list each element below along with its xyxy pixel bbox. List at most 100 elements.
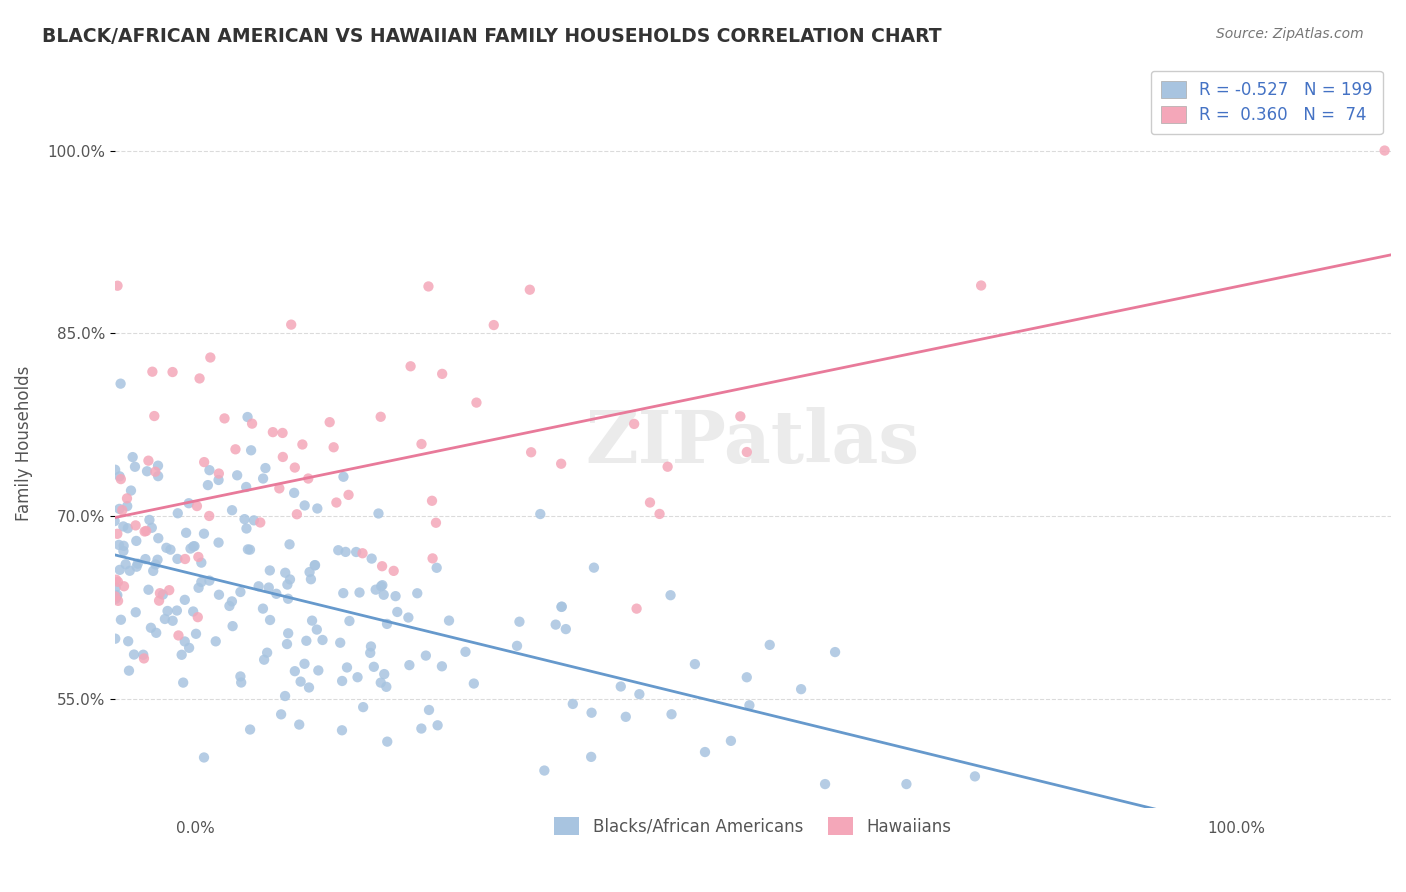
Point xyxy=(344,545,367,559)
Point xyxy=(371,559,394,574)
Point xyxy=(274,566,297,580)
Point xyxy=(229,669,252,683)
Point xyxy=(758,638,780,652)
Point xyxy=(346,670,368,684)
Point xyxy=(179,541,201,556)
Point xyxy=(110,376,132,391)
Text: BLACK/AFRICAN AMERICAN VS HAWAIIAN FAMILY HOUSEHOLDS CORRELATION CHART: BLACK/AFRICAN AMERICAN VS HAWAIIAN FAMIL… xyxy=(42,27,942,45)
Point xyxy=(187,581,209,595)
Point xyxy=(208,588,231,602)
Point xyxy=(276,637,298,651)
Legend: Blacks/African Americans, Hawaiians: Blacks/African Americans, Hawaiians xyxy=(546,809,960,844)
Point xyxy=(118,664,141,678)
Point xyxy=(330,723,353,738)
Point xyxy=(396,610,419,624)
Point xyxy=(420,493,443,508)
Point xyxy=(262,425,284,439)
Point xyxy=(418,703,440,717)
Point xyxy=(105,588,128,602)
Point xyxy=(145,625,167,640)
Point xyxy=(125,533,148,548)
Point xyxy=(187,549,209,564)
Point xyxy=(322,440,344,454)
Point xyxy=(104,632,127,646)
Point xyxy=(181,540,204,554)
Point xyxy=(328,543,350,558)
Text: 0.0%: 0.0% xyxy=(176,821,215,836)
Point xyxy=(118,564,141,578)
Point xyxy=(399,359,422,374)
Point xyxy=(159,542,181,557)
Point xyxy=(198,463,221,477)
Point xyxy=(240,417,263,431)
Point xyxy=(544,617,567,632)
Point xyxy=(304,558,326,573)
Point xyxy=(105,573,128,587)
Point xyxy=(283,486,305,500)
Point xyxy=(231,675,253,690)
Point xyxy=(579,750,602,764)
Point xyxy=(508,615,530,629)
Point xyxy=(183,539,205,553)
Point xyxy=(166,506,188,520)
Point xyxy=(252,601,274,615)
Point xyxy=(207,535,229,549)
Point xyxy=(247,579,270,593)
Point xyxy=(277,591,299,606)
Point xyxy=(307,664,329,678)
Point xyxy=(104,514,127,528)
Point xyxy=(117,521,139,535)
Point xyxy=(218,599,240,613)
Point xyxy=(463,676,485,690)
Point xyxy=(371,578,394,592)
Point xyxy=(352,700,374,714)
Point xyxy=(142,564,165,578)
Point xyxy=(136,464,159,478)
Point xyxy=(120,483,142,498)
Point xyxy=(382,564,405,578)
Point xyxy=(398,658,420,673)
Point xyxy=(197,478,219,492)
Point xyxy=(683,657,706,671)
Point xyxy=(132,648,155,662)
Point xyxy=(426,561,449,575)
Point xyxy=(105,526,128,541)
Point xyxy=(824,645,846,659)
Point xyxy=(141,365,163,379)
Point xyxy=(375,616,398,631)
Point xyxy=(339,614,361,628)
Point xyxy=(896,777,918,791)
Point xyxy=(430,659,453,673)
Point xyxy=(177,496,200,510)
Point xyxy=(693,745,716,759)
Point xyxy=(149,586,172,600)
Point xyxy=(735,670,758,684)
Point xyxy=(221,503,243,517)
Point xyxy=(233,512,256,526)
Point xyxy=(117,634,139,648)
Point xyxy=(278,573,301,587)
Point xyxy=(581,706,603,720)
Point xyxy=(506,639,529,653)
Point xyxy=(638,495,661,509)
Point xyxy=(364,582,387,597)
Point xyxy=(332,469,354,483)
Point xyxy=(661,707,683,722)
Point xyxy=(285,508,308,522)
Point xyxy=(520,445,543,459)
Point xyxy=(269,482,291,496)
Point xyxy=(155,541,177,555)
Point xyxy=(173,634,195,648)
Point xyxy=(332,586,354,600)
Point xyxy=(290,674,312,689)
Point xyxy=(141,521,163,535)
Point xyxy=(373,667,395,681)
Point xyxy=(173,592,195,607)
Point xyxy=(360,551,382,566)
Point xyxy=(790,682,813,697)
Point xyxy=(122,648,145,662)
Point xyxy=(188,371,211,385)
Point xyxy=(104,581,127,595)
Point xyxy=(186,499,208,513)
Point xyxy=(236,410,259,425)
